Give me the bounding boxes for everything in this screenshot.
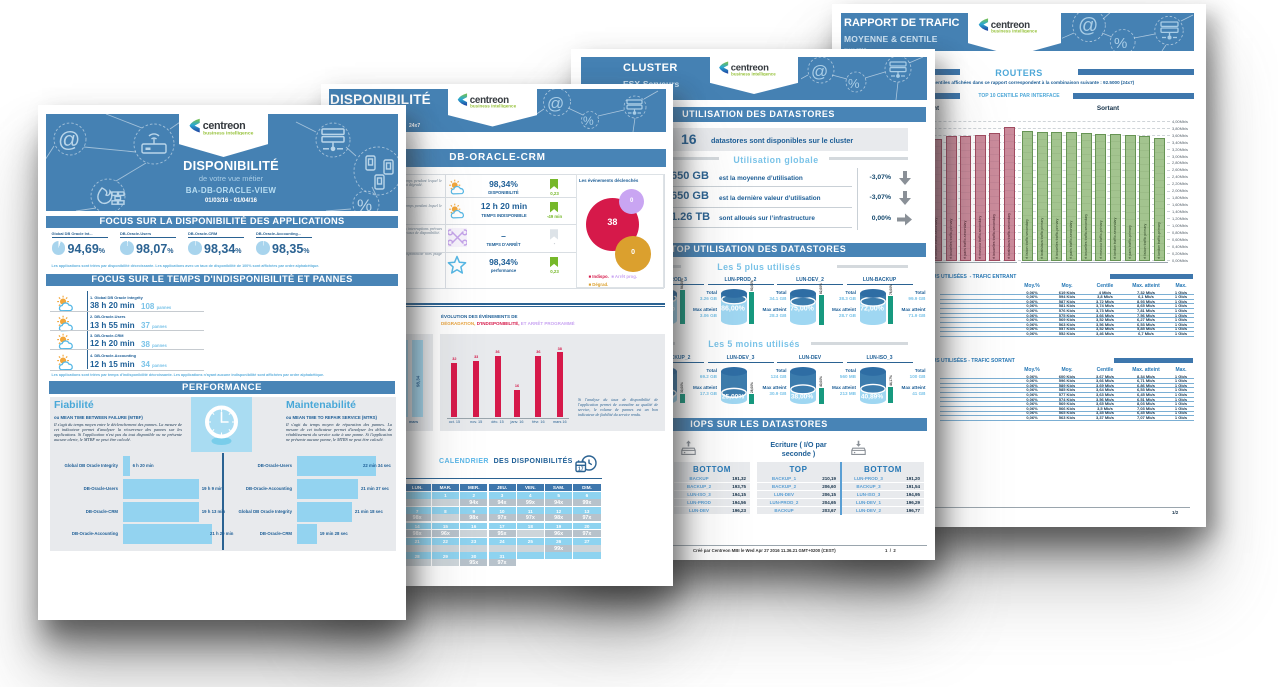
svg-text:@: @ <box>811 62 828 81</box>
svg-text:@: @ <box>58 127 80 152</box>
svg-text:72,00%: 72,00% <box>860 305 885 312</box>
svg-text:%: % <box>848 76 860 91</box>
svg-text:25,00%: 25,00% <box>721 393 744 400</box>
svg-text:centreon: centreon <box>731 63 769 74</box>
svg-text:40,89%: 40,89% <box>860 393 883 400</box>
svg-text:75,00%: 75,00% <box>790 305 815 312</box>
svg-text:%: % <box>583 114 594 128</box>
svg-text:@: @ <box>1078 15 1098 37</box>
svg-text:98,34: 98,34 <box>416 375 421 387</box>
svg-text:business intelligence: business intelligence <box>731 71 776 76</box>
svg-text:centreon: centreon <box>203 120 246 132</box>
svg-text:86,00%: 86,00% <box>721 305 746 312</box>
svg-text:@: @ <box>547 94 564 113</box>
svg-text:%: % <box>1114 35 1127 51</box>
svg-text:centreon: centreon <box>991 20 1030 31</box>
svg-text:business intelligence: business intelligence <box>470 104 516 108</box>
svg-text:17: 17 <box>578 466 584 472</box>
svg-text:38,00%: 38,00% <box>791 393 814 400</box>
svg-text:business intelligence: business intelligence <box>991 29 1037 33</box>
svg-text:%: % <box>357 196 372 211</box>
svg-text:business intelligence: business intelligence <box>203 130 253 135</box>
svg-text:centreon: centreon <box>470 95 509 106</box>
